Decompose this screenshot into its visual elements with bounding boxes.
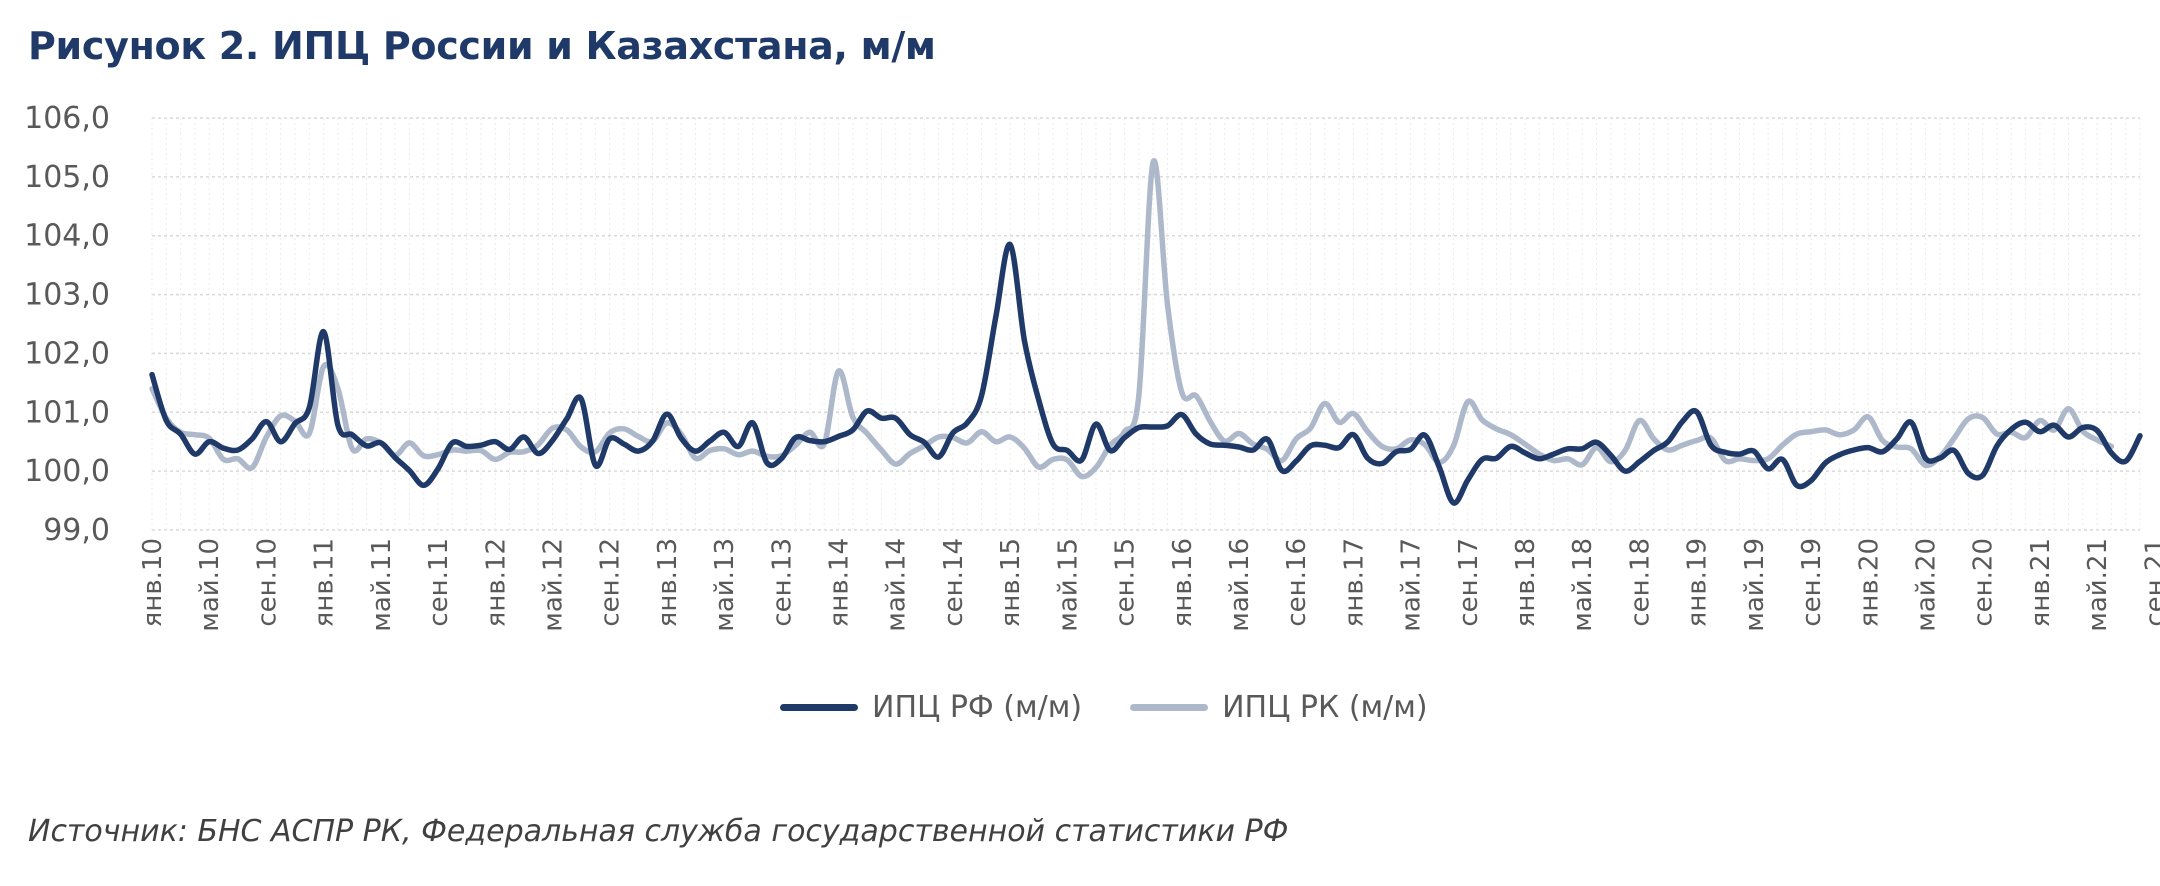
legend: ИПЦ РФ (м/м) ИПЦ РК (м/м) xyxy=(780,690,1476,725)
x-tick-label: сен.21 xyxy=(2140,538,2160,627)
x-tick-label: сен.12 xyxy=(596,538,626,627)
x-tick-label: сен.15 xyxy=(1111,538,1141,627)
x-tick-label: сен.13 xyxy=(767,538,797,627)
x-tick-label: май.15 xyxy=(1053,538,1083,632)
y-tick-label: 102,0 xyxy=(24,336,110,371)
x-tick-label: янв.19 xyxy=(1683,538,1713,627)
chart-title: Рисунок 2. ИПЦ России и Казахстана, м/м xyxy=(28,24,936,68)
x-tick-label: май.11 xyxy=(367,538,397,632)
legend-swatch-rf xyxy=(780,704,858,711)
x-tick-label: май.13 xyxy=(710,538,740,632)
y-tick-label: 106,0 xyxy=(24,101,110,136)
series-line-rk xyxy=(149,158,2115,480)
series-lines xyxy=(149,158,2143,506)
x-tick-label: сен.18 xyxy=(1625,538,1655,627)
x-tick-label: май.14 xyxy=(882,538,912,632)
y-tick-label: 101,0 xyxy=(24,395,110,430)
y-axis-ticks: 99,0 100,0 101,0 102,0 103,0 104,0 105,0 106,0 xyxy=(24,101,110,548)
x-tick-label: май.21 xyxy=(2083,538,2113,632)
legend-label-rk: ИПЦ РК (м/м) xyxy=(1222,690,1428,725)
y-tick-label: 105,0 xyxy=(24,160,110,195)
x-tick-label: янв.12 xyxy=(481,538,511,627)
x-tick-label: янв.15 xyxy=(996,538,1026,627)
x-tick-label: янв.14 xyxy=(825,538,855,627)
x-tick-label: май.16 xyxy=(1225,538,1255,632)
x-tick-label: янв.11 xyxy=(310,538,340,627)
y-tick-label: 103,0 xyxy=(24,278,110,313)
x-tick-label: янв.20 xyxy=(1854,538,1884,627)
x-tick-label: янв.13 xyxy=(653,538,683,627)
legend-item-rf[interactable]: ИПЦ РФ (м/м) xyxy=(780,690,1082,725)
x-tick-label: янв.10 xyxy=(138,538,168,627)
x-tick-label: янв.17 xyxy=(1339,538,1369,627)
x-tick-label: май.10 xyxy=(195,538,225,632)
gridlines xyxy=(151,117,2141,531)
x-tick-label: сен.20 xyxy=(1969,538,1999,627)
y-tick-label: 100,0 xyxy=(24,454,110,489)
x-tick-label: янв.21 xyxy=(2026,538,2056,627)
y-tick-label: 104,0 xyxy=(24,219,110,254)
x-tick-label: сен.14 xyxy=(939,538,969,627)
legend-swatch-rk xyxy=(1130,704,1209,711)
x-tick-label: сен.19 xyxy=(1797,538,1827,627)
x-tick-label: май.20 xyxy=(1911,538,1941,632)
x-tick-label: сен.16 xyxy=(1282,538,1312,627)
x-axis-ticks: янв.10 май.10 сен.10 янв.11 май.11 сен.11 янв.… xyxy=(138,538,2160,632)
y-tick-label: 99,0 xyxy=(43,513,110,548)
x-tick-label: май.17 xyxy=(1397,538,1427,632)
x-tick-label: май.18 xyxy=(1568,538,1598,632)
x-tick-label: янв.18 xyxy=(1511,538,1541,627)
x-tick-label: сен.10 xyxy=(252,538,282,627)
x-tick-label: янв.16 xyxy=(1168,538,1198,627)
x-tick-label: май.19 xyxy=(1740,538,1770,632)
x-tick-label: май.12 xyxy=(538,538,568,632)
legend-label-rf: ИПЦ РФ (м/м) xyxy=(872,690,1083,725)
series-line-rf xyxy=(149,241,2143,506)
x-tick-label: сен.17 xyxy=(1454,538,1484,627)
source-note: Источник: БНС АСПР РК, Федеральная служб… xyxy=(28,814,1289,849)
x-tick-label: сен.11 xyxy=(424,538,454,627)
legend-item-rk[interactable]: ИПЦ РК (м/м) xyxy=(1130,690,1428,725)
